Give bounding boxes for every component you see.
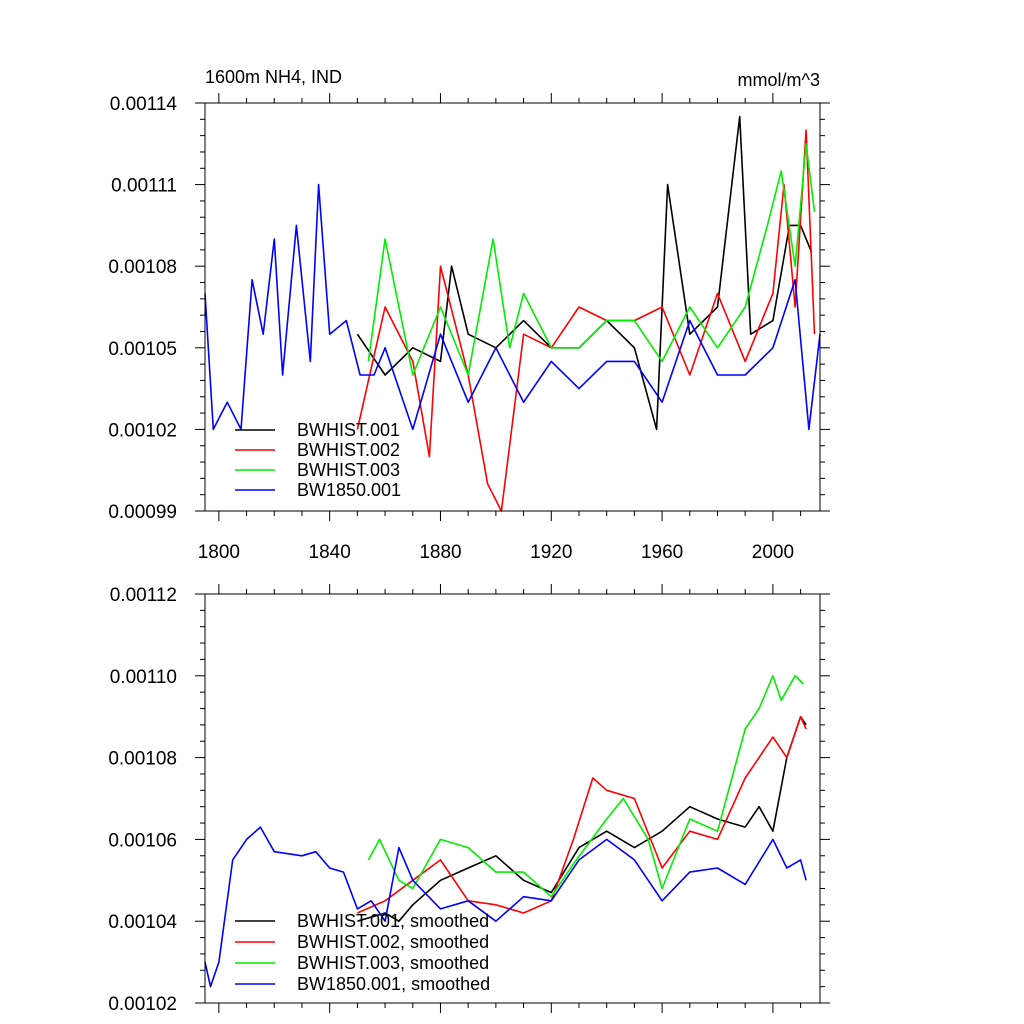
bottom-series-layer — [204, 674, 807, 988]
top-panel: 1600m NH4, IND mmol/m^3 1800 1840 1880 1920… — [108, 67, 830, 563]
x-tick-label: 1880 — [419, 542, 461, 563]
series-line-bwhist-003-smoothed — [367, 674, 804, 898]
y-tick-label: 0.00106 — [108, 830, 177, 851]
y-tick-label: 0.00112 — [110, 585, 177, 606]
series-line-bwhist-003 — [367, 143, 816, 376]
y-tick-label: 0.00102 — [108, 420, 177, 441]
series-line-bwhist-001-smoothed — [357, 715, 807, 923]
x-tick-label: 1800 — [198, 542, 240, 563]
top-series-layer — [204, 115, 821, 512]
x-tick-label: 1840 — [309, 542, 351, 563]
y-tick-label: 0.00111 — [111, 176, 177, 197]
series-line-bwhist-002 — [356, 129, 816, 512]
plot-frame — [204, 593, 821, 1004]
bottom-axes-layer: 0.00102 0.00104 0.00106 0.00108 0.00110 0.001… — [108, 584, 830, 1015]
series-line-bw1850-001 — [204, 183, 821, 431]
plot-frame — [204, 102, 821, 512]
y-tick-label: 0.00105 — [108, 339, 177, 360]
series-line-bwhist-001 — [356, 115, 813, 431]
legend-label: BWHIST.001, smoothed — [297, 911, 489, 931]
legend-label: BWHIST.002, smoothed — [297, 932, 489, 952]
x-tick-label: 1960 — [641, 542, 683, 563]
y-tick-label: 0.00102 — [108, 994, 177, 1015]
top-panel-units: mmol/m^3 — [738, 70, 820, 90]
x-tick-label: 2000 — [752, 542, 794, 563]
bottom-panel: 0.00102 0.00104 0.00106 0.00108 0.00110 0.001… — [108, 584, 830, 1015]
top-axes-layer: 1800 1840 1880 1920 1960 2000 0.00099 0.00102 0.… — [108, 93, 830, 563]
legend-label: BWHIST.001 — [297, 420, 400, 440]
legend-label: BW1850.001 — [297, 480, 401, 500]
y-tick-label: 0.00114 — [110, 94, 178, 115]
series-line-bwhist-002-smoothed — [357, 715, 807, 914]
legend-label: BWHIST.003, smoothed — [297, 953, 489, 973]
y-tick-label: 0.00108 — [108, 257, 177, 278]
legend-label: BWHIST.003 — [297, 460, 400, 480]
x-tick-label: 1920 — [530, 542, 572, 563]
y-tick-label: 0.00104 — [108, 912, 177, 933]
top-panel-title: 1600m NH4, IND — [205, 67, 342, 87]
y-tick-label: 0.00108 — [108, 749, 177, 770]
series-line-bw1850-001-smoothed — [204, 826, 807, 988]
y-tick-label: 0.00110 — [110, 667, 177, 688]
legend-label: BW1850.001, smoothed — [297, 974, 490, 994]
legend-label: BWHIST.002 — [297, 440, 400, 460]
y-tick-label: 0.00099 — [108, 502, 177, 523]
